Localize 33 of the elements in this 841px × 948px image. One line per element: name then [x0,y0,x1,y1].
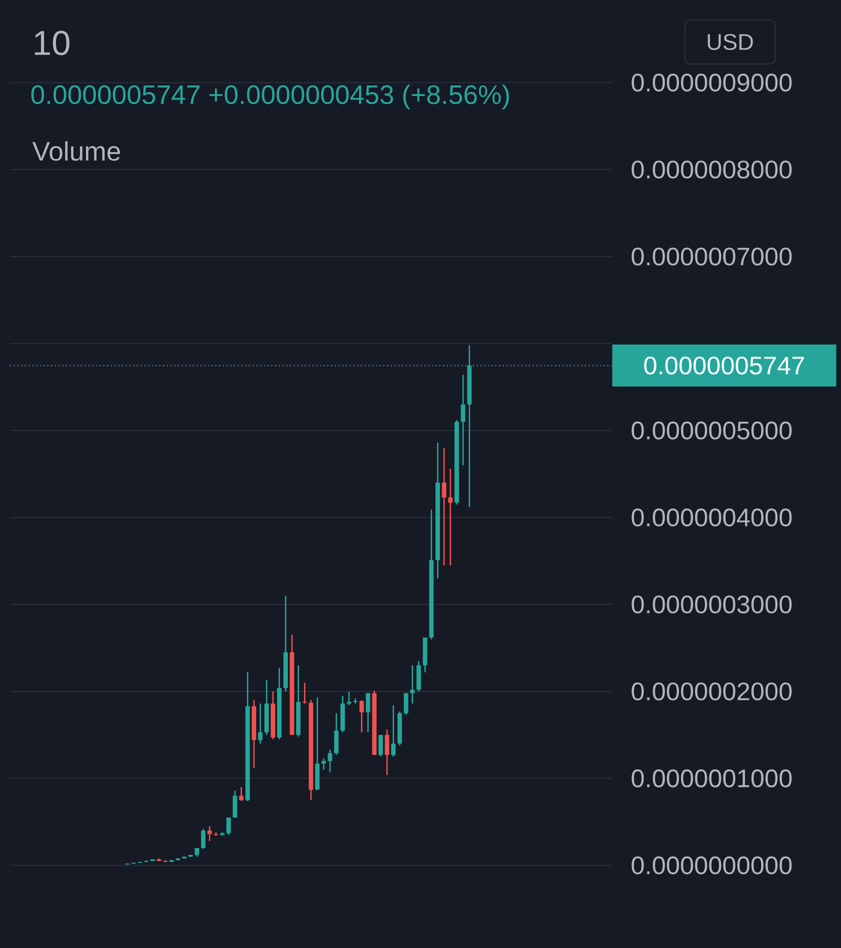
candlestick [366,692,370,733]
y-tick-label: 0.0000003000 [632,595,792,614]
candlestick [410,664,415,704]
y-tick-label: 0.0000001000 [632,769,792,788]
candlestick [334,712,339,756]
candlestick [201,828,206,850]
y-tick-label: 0.0000008000 [632,160,792,179]
y-tick-label: 0.0000002000 [632,682,792,700]
candlestick [226,816,231,836]
candlestick [378,734,383,758]
y-tick-label: 0.0000000000 [632,856,792,874]
candlestick [391,704,396,758]
candlestick [321,758,326,770]
y-tick-label: 0.0000004000 [632,508,792,526]
candlestick [384,729,390,776]
text: USD [708,34,753,50]
candlestick [448,468,453,566]
annotation: 0.0000005747 +0.0000000453 (+8.56%) [31,84,509,110]
y-tick-label: 0.0000009000 [632,74,792,92]
candlestick [442,447,446,566]
candlestick [207,826,212,842]
candlestick [359,699,364,733]
candlestick [239,786,244,802]
y-tick-label: 0.0000005000 [632,422,792,440]
ref-line-label: 0.0000005747 [644,356,804,375]
y-tick-label: 0.0000007000 [632,248,792,266]
candlestick [460,374,466,466]
text: 10 [34,30,70,56]
candlestick [258,702,263,744]
candlestick [328,749,332,773]
annotation: Volume [32,141,120,161]
candlestick [404,692,408,716]
candlestick [232,790,238,818]
